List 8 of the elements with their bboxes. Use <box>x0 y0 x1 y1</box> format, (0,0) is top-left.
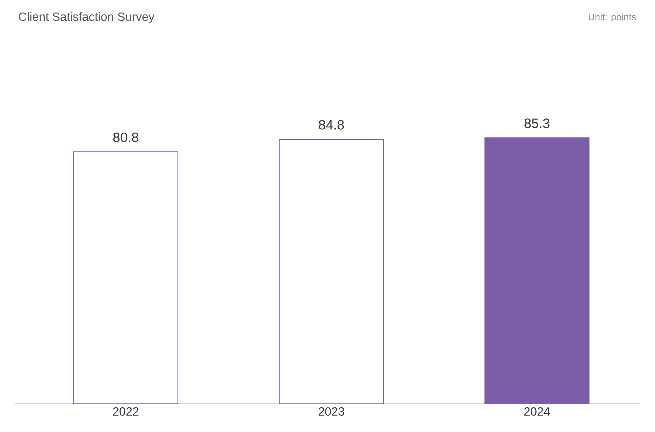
data-label: 84.8 <box>319 120 344 130</box>
x-tick-label: 2024 <box>524 408 550 416</box>
x-tick-label: 2022 <box>113 408 139 416</box>
data-label: 85.3 <box>524 118 550 128</box>
x-tick-label: 2023 <box>318 408 344 416</box>
chart-title: Client Satisfaction Survey <box>19 12 155 24</box>
text: Unit: points <box>588 14 636 22</box>
data-label: 80.8 <box>114 132 139 142</box>
